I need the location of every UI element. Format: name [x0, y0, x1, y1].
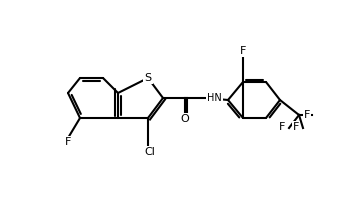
Text: F: F [65, 137, 71, 147]
Text: O: O [181, 114, 189, 124]
Text: Cl: Cl [144, 147, 155, 157]
Text: HN: HN [207, 93, 222, 103]
Text: F: F [304, 110, 310, 120]
Text: S: S [144, 73, 152, 83]
Text: F: F [293, 122, 299, 132]
Text: F: F [240, 46, 246, 56]
Text: F: F [279, 122, 285, 132]
